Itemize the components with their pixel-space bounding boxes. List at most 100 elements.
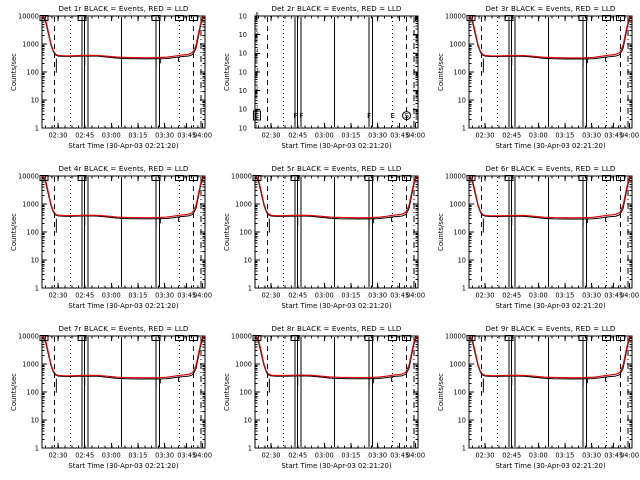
svg-text:03:15: 03:15: [342, 291, 361, 299]
y-axis-label: Counts/sec: [10, 53, 18, 91]
y-axis-ticks: 1 10 100 1000 10000: [445, 172, 632, 292]
svg-text:03:15: 03:15: [342, 451, 361, 459]
svg-text:04:00: 04:00: [406, 451, 425, 459]
detector-panel-9: Det 9r BLACK = Events, RED = LLD 1 10 100 10…: [427, 320, 640, 480]
svg-text:10: 10: [457, 96, 465, 104]
top-edge-markers: [252, 335, 412, 342]
series-events: [468, 336, 632, 393]
series-events: [468, 176, 632, 233]
svg-text:100: 100: [26, 68, 39, 76]
svg-text:03:45: 03:45: [177, 291, 196, 299]
plot-frame: [468, 15, 633, 129]
svg-text:02:30: 02:30: [48, 291, 67, 299]
detector-panel-2: Det 2r BLACK = Events, RED = LLD 10 -6 10 -5…: [213, 0, 426, 160]
panel-title-group: Det 3r BLACK = Events, RED = LLD: [485, 4, 615, 13]
svg-text:10: 10: [244, 256, 252, 264]
svg-text:10: 10: [239, 87, 247, 95]
vertical-markers: [54, 177, 202, 287]
y-axis-label: Counts/sec: [223, 53, 231, 91]
svg-text:02:30: 02:30: [475, 451, 494, 459]
series-lld: [468, 16, 632, 59]
svg-text:1: 1: [461, 284, 465, 292]
svg-text:-5: -5: [254, 30, 259, 36]
annotation-glyph: F: [367, 111, 371, 120]
svg-text:10000: 10000: [18, 332, 39, 340]
x-axis-label: Start Time (30-Apr-03 02:21:20): [68, 462, 178, 470]
svg-text:03:15: 03:15: [342, 131, 361, 139]
series-events: [255, 176, 419, 233]
y-axis-ticks: 1 10 100 1000 10000: [18, 12, 205, 132]
svg-text:100: 100: [26, 228, 39, 236]
svg-text:03:00: 03:00: [528, 291, 547, 299]
svg-text:02:30: 02:30: [475, 291, 494, 299]
svg-text:10: 10: [31, 256, 39, 264]
svg-text:10: 10: [244, 416, 252, 424]
detector-panel-1: Det 1r BLACK = Events, RED = LLD 1 10 100 10…: [0, 0, 213, 160]
y-axis-label: Counts/sec: [437, 373, 445, 411]
svg-text:03:00: 03:00: [528, 131, 547, 139]
svg-text:03:45: 03:45: [391, 451, 410, 459]
panel-title-group: Det 8r BLACK = Events, RED = LLD: [272, 324, 402, 333]
y-axis-label: Counts/sec: [10, 213, 18, 251]
panel-title: Det 2r BLACK = Events, RED = LLD: [272, 4, 402, 13]
svg-text:1000: 1000: [22, 200, 39, 208]
svg-text:03:45: 03:45: [177, 451, 196, 459]
svg-text:03:45: 03:45: [604, 131, 623, 139]
svg-text:10000: 10000: [231, 172, 252, 180]
svg-text:03:30: 03:30: [368, 451, 387, 459]
svg-text:10000: 10000: [18, 172, 39, 180]
y-axis-ticks: 1 10 100 1000 10000: [231, 332, 419, 452]
svg-text:0: 0: [254, 123, 257, 129]
panel-title-group: Det 6r BLACK = Events, RED = LLD: [485, 164, 615, 173]
svg-text:10000: 10000: [445, 12, 466, 20]
panel-title-group: Det 5r BLACK = Events, RED = LLD: [272, 164, 402, 173]
svg-text:10000: 10000: [18, 12, 39, 20]
svg-text:100: 100: [26, 388, 39, 396]
svg-text:-2: -2: [254, 86, 259, 92]
svg-text:1: 1: [461, 444, 465, 452]
svg-text:03:15: 03:15: [128, 131, 147, 139]
detector-panel-6: Det 6r BLACK = Events, RED = LLD 1 10 100 10…: [427, 160, 640, 320]
svg-text:03:30: 03:30: [582, 451, 601, 459]
svg-text:02:45: 02:45: [502, 451, 521, 459]
svg-text:03:30: 03:30: [582, 131, 601, 139]
svg-text:-3: -3: [254, 67, 259, 73]
y-axis-ticks: 1 10 100 1000 10000: [231, 172, 419, 292]
svg-text:04:00: 04:00: [193, 451, 212, 459]
svg-text:03:45: 03:45: [391, 291, 410, 299]
vertical-markers: [267, 177, 415, 287]
svg-text:03:15: 03:15: [555, 451, 574, 459]
panel-title-group: Det 7r BLACK = Events, RED = LLD: [58, 324, 188, 333]
svg-text:10000: 10000: [231, 332, 252, 340]
svg-text:1: 1: [35, 284, 39, 292]
y-axis-label: Counts/sec: [10, 373, 18, 411]
svg-text:03:15: 03:15: [128, 451, 147, 459]
annotation-glyph: F: [300, 111, 304, 120]
panel-title: Det 5r BLACK = Events, RED = LLD: [272, 164, 402, 173]
svg-text:02:45: 02:45: [502, 291, 521, 299]
y-axis-ticks: 1 10 100 1000 10000: [445, 332, 632, 452]
series-events: [41, 16, 205, 73]
svg-text:10: 10: [239, 124, 247, 132]
svg-text:1000: 1000: [236, 360, 253, 368]
svg-text:03:30: 03:30: [155, 451, 174, 459]
svg-text:10: 10: [31, 416, 39, 424]
svg-text:1000: 1000: [449, 360, 466, 368]
svg-text:02:30: 02:30: [262, 291, 281, 299]
svg-text:03:00: 03:00: [315, 291, 334, 299]
svg-text:10000: 10000: [445, 332, 466, 340]
panel-title: Det 6r BLACK = Events, RED = LLD: [485, 164, 615, 173]
top-edge-markers: [39, 335, 199, 342]
panel-title: Det 8r BLACK = Events, RED = LLD: [272, 324, 402, 333]
svg-text:03:30: 03:30: [368, 291, 387, 299]
series-lld: [468, 336, 632, 379]
x-axis-label: Start Time (30-Apr-03 02:21:20): [495, 462, 605, 470]
series-lld: [468, 176, 632, 219]
detector-panel-5: Det 5r BLACK = Events, RED = LLD 1 10 100 10…: [213, 160, 426, 320]
svg-text:10: 10: [31, 96, 39, 104]
svg-text:1: 1: [461, 124, 465, 132]
